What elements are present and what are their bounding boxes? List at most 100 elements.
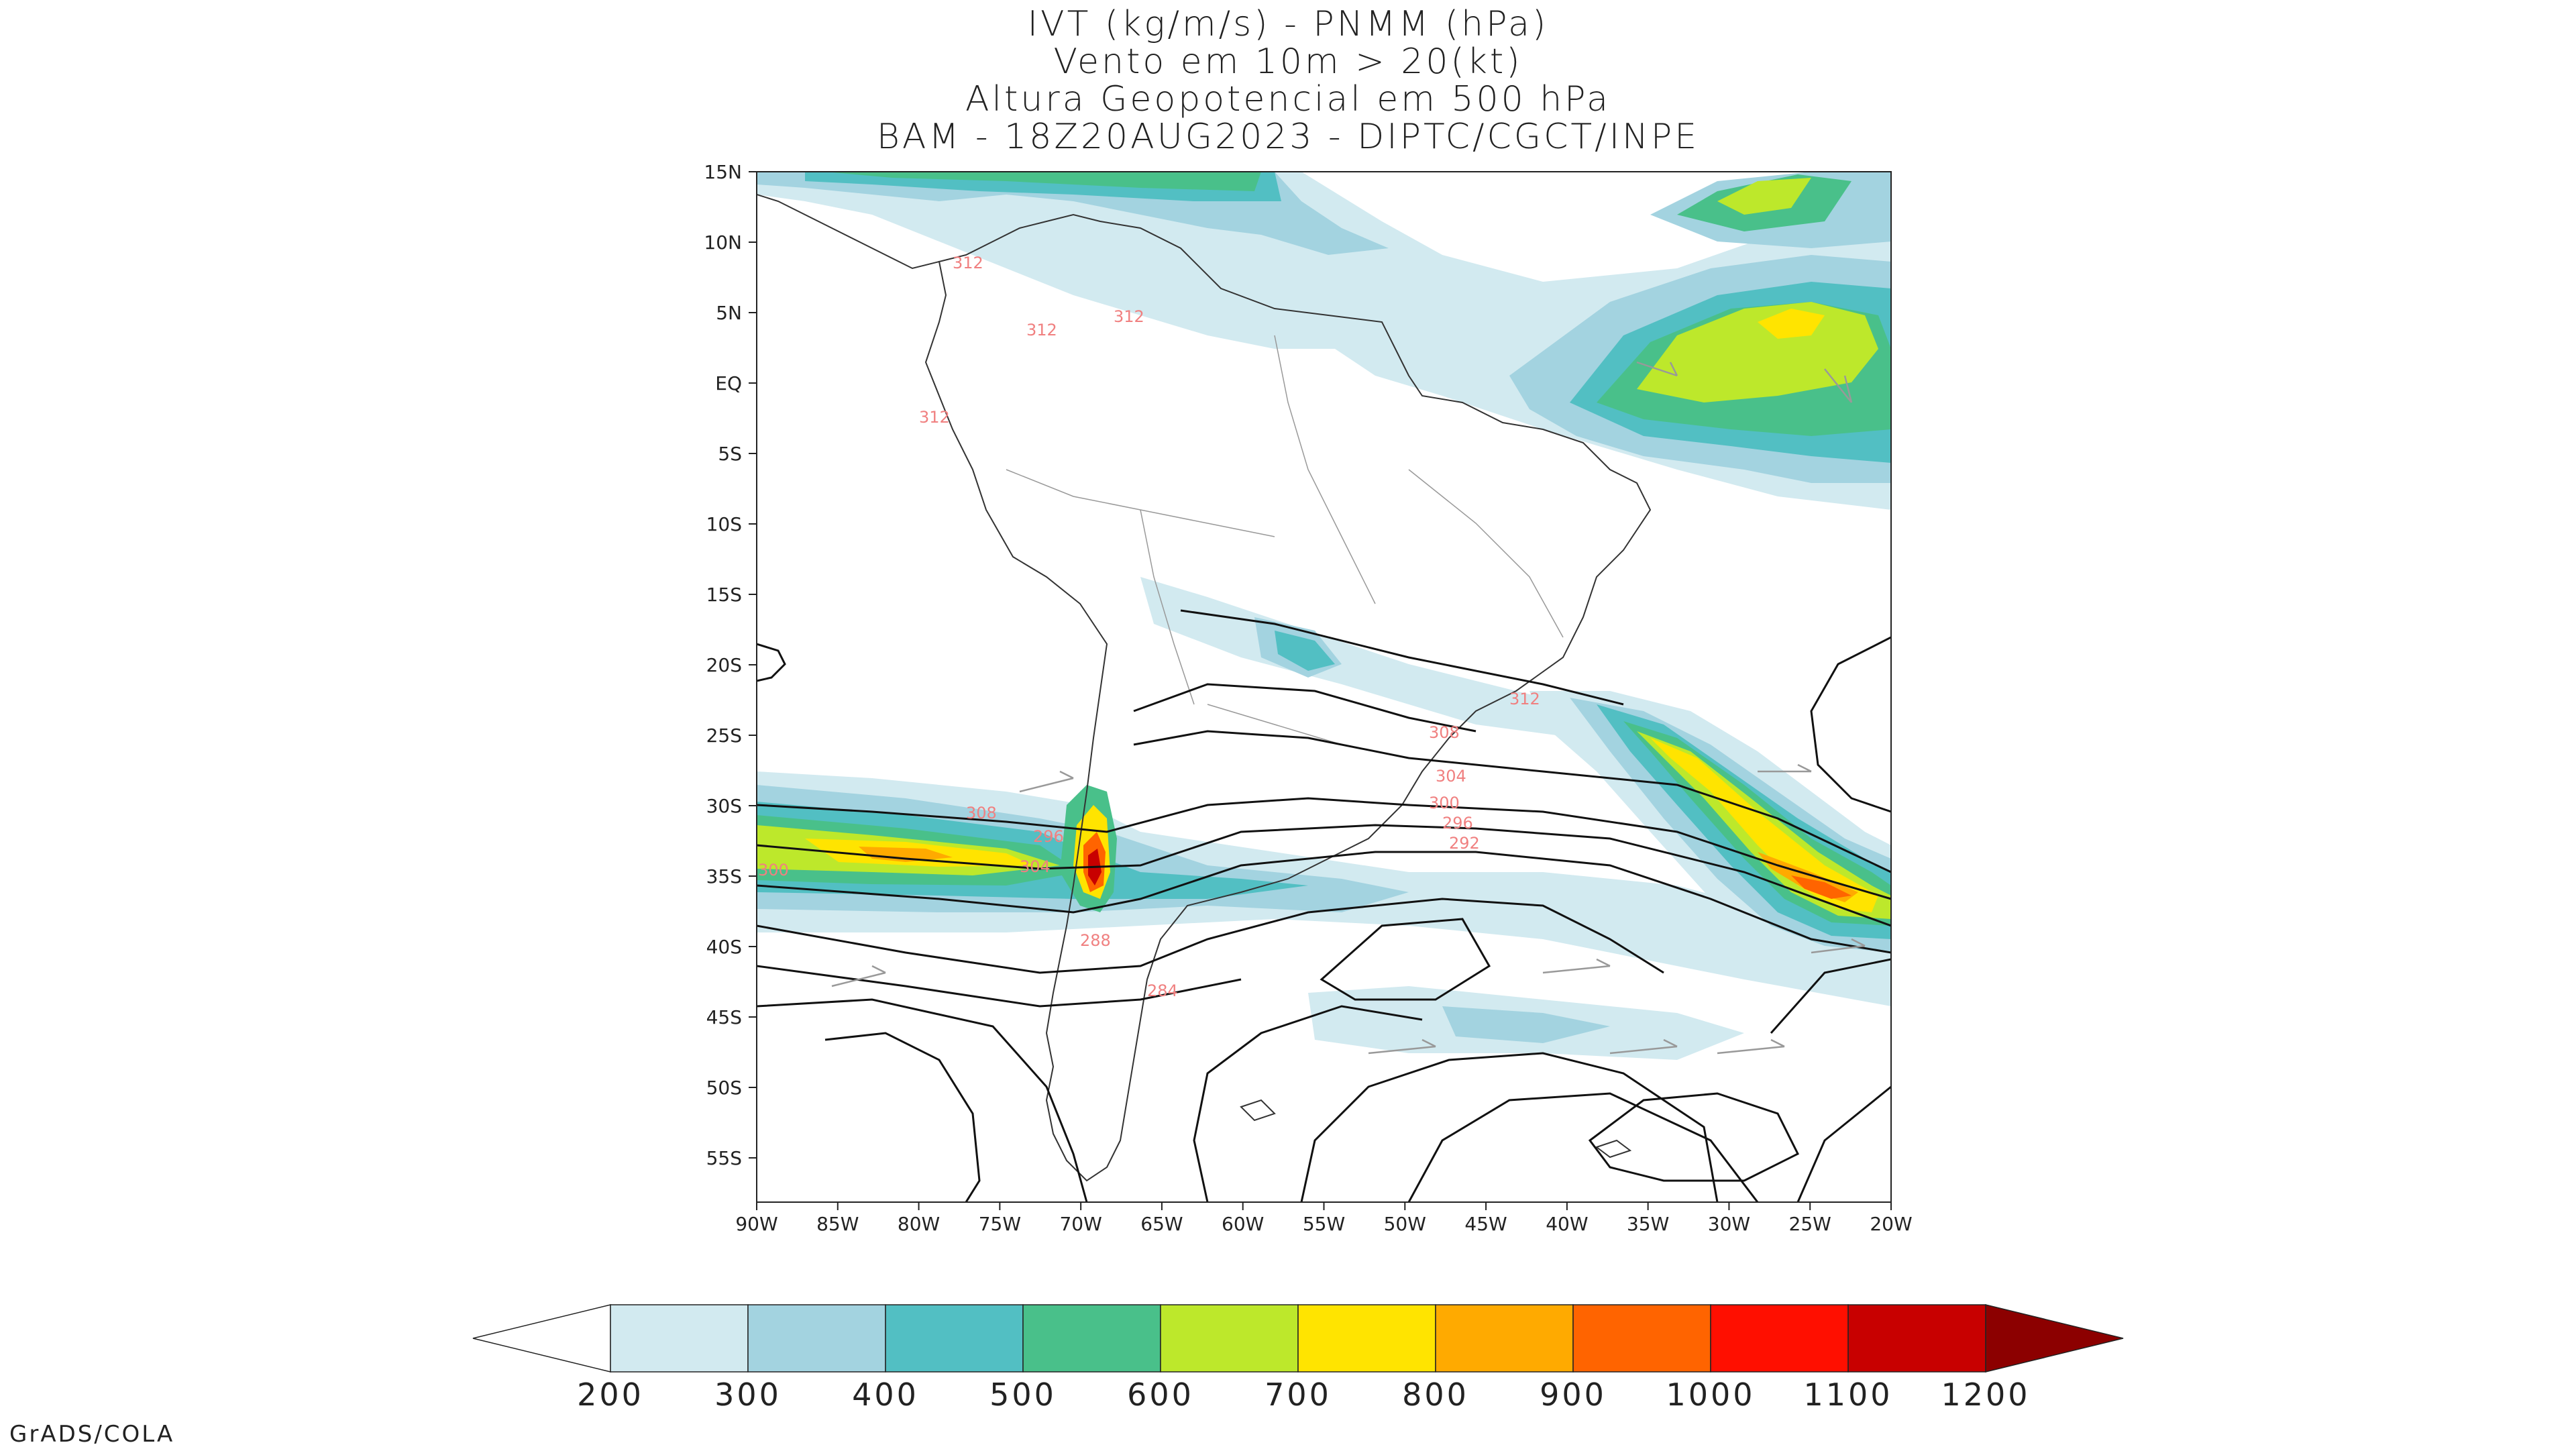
lon-label: 30W: [1708, 1213, 1750, 1235]
south-america-outline: [924, 213, 1652, 1182]
border-4: [1207, 704, 1409, 759]
contour-south-2: [1300, 1052, 1719, 1202]
ivt-east-900: [1791, 875, 1851, 899]
falklands-outline: [1240, 1099, 1276, 1122]
geopotential-contours: [757, 609, 1891, 1202]
lon-label: 70W: [1059, 1213, 1102, 1235]
title-line-2: Vento em 10m > 20(kt): [1053, 42, 1523, 82]
colorbar-label: 700: [1265, 1377, 1332, 1413]
lon-label: 55W: [1303, 1213, 1345, 1235]
border-2: [1140, 509, 1195, 705]
ivt-west-800: [859, 847, 953, 862]
lat-label: 5S: [718, 443, 742, 465]
colorbar-label: 600: [1127, 1377, 1194, 1413]
colorbar-swatch: [885, 1304, 1024, 1373]
wind-barb: [1019, 770, 1074, 793]
colorbar-swatch: [1847, 1304, 1986, 1373]
wind-barb: [1717, 1038, 1785, 1055]
lat-label: 50S: [706, 1077, 742, 1099]
colorbar-swatch: [1160, 1304, 1299, 1373]
coastlines: [757, 194, 1652, 1182]
lat-label: 35S: [706, 865, 742, 888]
lat-label: 45S: [706, 1006, 742, 1028]
contour-296: [757, 824, 1891, 927]
latitude-axis: 15N 10N 5N EQ 5S 10S 15S 20S 25S 30S 35S 40S 45S 50S 5…: [704, 161, 757, 1169]
colorbar-label: 200: [577, 1377, 644, 1413]
contour-label: 312: [953, 254, 983, 272]
contour-label: 288: [1080, 931, 1111, 950]
colorbar-swatch: [747, 1304, 886, 1373]
colorbar-swatch: [1572, 1304, 1711, 1373]
contour-sw-2: [757, 998, 1088, 1202]
lon-label: 85W: [816, 1213, 859, 1235]
lat-label: 15N: [704, 161, 742, 183]
contour-label: 304: [1436, 767, 1466, 786]
contour-label: 300: [1429, 794, 1460, 812]
ivt-central-200: [1140, 577, 1597, 738]
colorbar-label: 300: [714, 1377, 782, 1413]
contour-label: 312: [919, 408, 950, 427]
colorbar-under-arrow: [472, 1304, 611, 1373]
lon-label: 80W: [898, 1213, 940, 1235]
colorbar-swatch: [610, 1304, 749, 1373]
lat-label: 10N: [704, 231, 742, 254]
contour-label: 312: [1026, 321, 1057, 339]
lon-label: 40W: [1546, 1213, 1588, 1235]
lon-label: 20W: [1870, 1213, 1912, 1235]
contour-south-high: [1588, 1092, 1800, 1182]
colorbar-swatch: [1710, 1304, 1849, 1373]
contour-east-trough: [1770, 958, 1891, 1034]
ivt-south-300: [1442, 1006, 1610, 1043]
wind-barbs: [831, 361, 1866, 1055]
lon-label: 45W: [1464, 1213, 1507, 1235]
wind-barb: [831, 965, 886, 987]
lat-label: 40S: [706, 936, 742, 958]
contour-label-group: 312 312 312 312 312 308 308 304 304 300 …: [758, 254, 1540, 1000]
wind-barb: [1609, 1038, 1678, 1055]
wind-barb: [1811, 938, 1866, 954]
colorbar-label: 1000: [1666, 1377, 1755, 1413]
contour-292: [757, 851, 1891, 954]
map-title: IVT (kg/m/s) - PNMM (hPa) Vento em 10m >…: [0, 5, 2576, 156]
ivt-ne-600: [1717, 178, 1811, 215]
lon-label: 50W: [1384, 1213, 1426, 1235]
lat-label: EQ: [715, 372, 742, 394]
colorbar-swatch: [1435, 1304, 1574, 1373]
lat-label: 55S: [706, 1147, 742, 1169]
colorbar-label: 400: [852, 1377, 919, 1413]
wind-barb: [1758, 763, 1812, 773]
lat-label: 25S: [706, 724, 742, 747]
colorbar-label: 500: [989, 1377, 1057, 1413]
ivt-east-700: [1650, 738, 1878, 912]
wind-barb: [1542, 958, 1611, 974]
lat-label: 5N: [716, 302, 742, 324]
ivt-central-400: [1275, 631, 1335, 671]
lat-label: 10S: [706, 513, 742, 535]
lon-label: 90W: [735, 1213, 777, 1235]
contour-308: [1133, 683, 1477, 733]
longitude-axis: 90W 85W 80W 75W 70W 65W 60W 55W 50W 45W 40W 35W 30W 2…: [735, 1202, 1913, 1235]
ivt-north-500a: [825, 172, 1261, 191]
contour-label: 312: [1509, 690, 1540, 708]
contour-east-high: [1810, 636, 1891, 813]
contour-south-1: [1193, 1005, 1423, 1202]
border-5: [1408, 469, 1564, 638]
title-line-4: BAM - 18Z20AUG2023 - DIPTC/CGCT/INPE: [876, 117, 1700, 157]
contour-label: 308: [1429, 723, 1460, 742]
contour-west-high: [757, 643, 786, 682]
wind-barb: [1368, 1038, 1436, 1055]
contour-label: 292: [1449, 834, 1480, 853]
central-america-outline: [757, 194, 940, 270]
contour-label: 284: [1147, 981, 1178, 1000]
title-line-1: IVT (kg/m/s) - PNMM (hPa): [1027, 4, 1549, 44]
lon-label: 65W: [1140, 1213, 1183, 1235]
colorbar-label: 900: [1540, 1377, 1607, 1413]
south-georgia-outline: [1595, 1139, 1632, 1159]
contour-label: 308: [966, 804, 997, 822]
wind-barb: [1636, 361, 1678, 377]
contour-sw-1: [824, 1032, 981, 1202]
ivt-colorbar: 200 300 400 500 600 700 800 900 1000 1100 1200: [472, 1304, 2124, 1413]
contour-288: [757, 898, 1664, 974]
lon-label: 75W: [979, 1213, 1021, 1235]
